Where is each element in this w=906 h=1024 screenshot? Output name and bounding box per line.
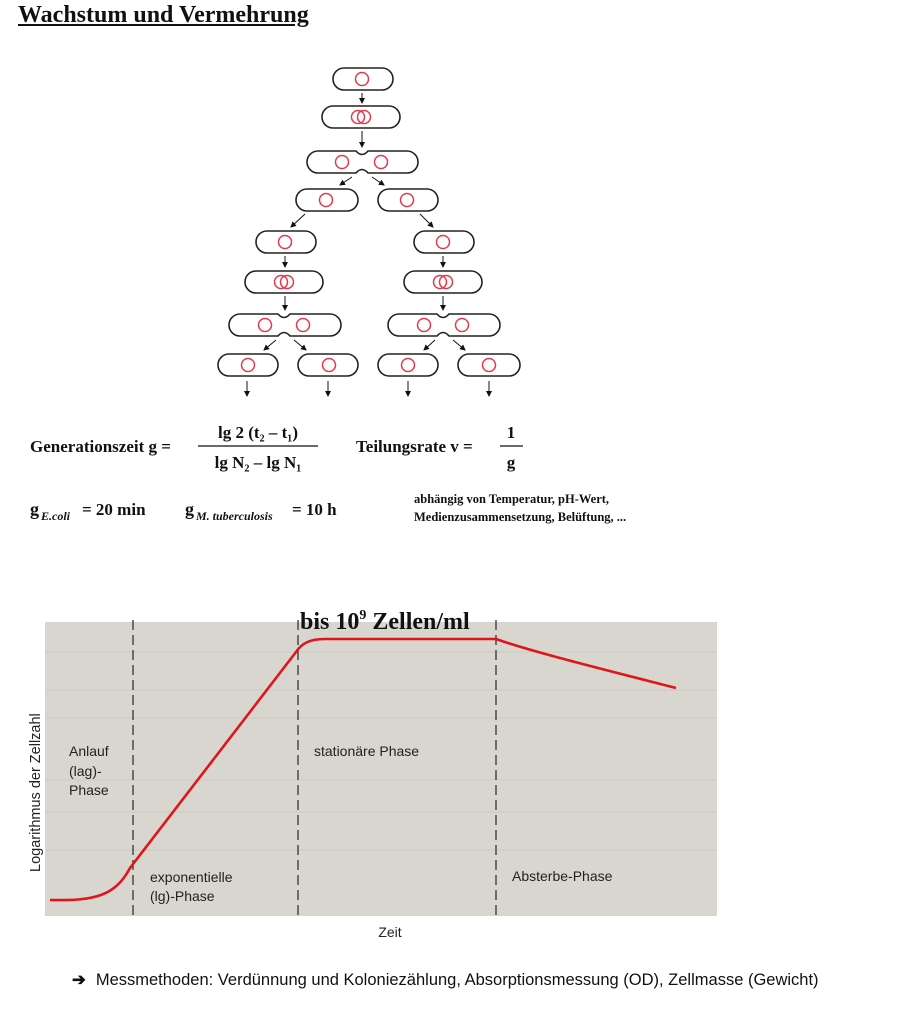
bacterium-cell [217, 353, 279, 377]
stationary-phase-label: stationäre Phase [314, 743, 419, 759]
exp-phase-label-2: (lg)-Phase [150, 888, 215, 904]
background-texture [45, 651, 717, 851]
bacterium-cell [332, 67, 394, 91]
dividing-bacterium [387, 313, 501, 337]
cell-division-diagram [217, 67, 521, 377]
mtb-g-symbol: g [185, 499, 194, 519]
exp-phase-label-1: exponentielle [150, 869, 233, 885]
mtb-subscript: M. tuberculosis [195, 509, 273, 523]
dividing-bacterium [228, 313, 342, 337]
bacterium-cell [297, 353, 359, 377]
chart-heading-exponent: 9 [359, 608, 366, 623]
bacterium-cell [413, 230, 475, 254]
page-title: Wachstum und Vermehrung [18, 2, 309, 28]
dividing-bacterium [306, 150, 419, 174]
division-arrows [244, 93, 492, 397]
bacterium-cell [377, 353, 439, 377]
lag-phase-label-1: Anlauf [69, 743, 109, 759]
bacterium-cell [457, 353, 521, 377]
measurement-methods-text: Messmethoden: Verdünnung und Koloniezähl… [95, 971, 819, 989]
death-phase-label: Absterbe-Phase [512, 868, 613, 884]
generation-denominator: lg N₂ – lg N₁ [215, 453, 302, 472]
rate-denominator: g [507, 453, 516, 472]
chart-heading-unit: Zellen/ml [366, 609, 470, 635]
bacterium-cell [295, 188, 359, 212]
bacterium-cell [377, 188, 439, 212]
measurement-methods-note: ➔ Messmethoden: Verdünnung und Koloniezäh… [72, 970, 819, 990]
growth-chart-background [45, 622, 717, 916]
generation-numerator: lg 2 (t₂ – t₁) [218, 423, 298, 442]
bacterium-cell [321, 105, 401, 129]
arrow-right-icon: ➔ [72, 971, 86, 989]
chart-heading-base: bis 10 [300, 609, 359, 635]
dependency-note-line1: abhängig von Temperatur, pH-Wert, [414, 492, 609, 506]
lag-phase-label-2: (lag)- [69, 763, 102, 779]
ecoli-g-symbol: g [30, 499, 39, 519]
phase-dividers [132, 620, 497, 916]
division-rate-label: Teilungsrate v = [356, 437, 473, 456]
y-axis-label: Logarithmus der Zellzahl [28, 713, 44, 872]
ecoli-generation-time: = 20 min [82, 500, 146, 519]
dependency-note-line2: Medienzusammensetzung, Belüftung, ... [414, 510, 626, 524]
nucleoids [240, 71, 497, 373]
growth-curve [49, 637, 677, 902]
mtb-generation-time: = 10 h [292, 500, 337, 519]
generation-time-label: Generationszeit g = [30, 437, 171, 456]
ecoli-subscript: E.coli [40, 509, 71, 523]
x-axis-label: Zeit [378, 924, 401, 940]
rate-numerator: 1 [507, 423, 516, 442]
bacterium-cell [255, 230, 317, 254]
lag-phase-label-3: Phase [69, 782, 109, 798]
chart-heading: bis 109 Zellen/ml [300, 608, 470, 635]
bacterium-cell [244, 270, 324, 294]
bacterium-cell [403, 270, 483, 294]
